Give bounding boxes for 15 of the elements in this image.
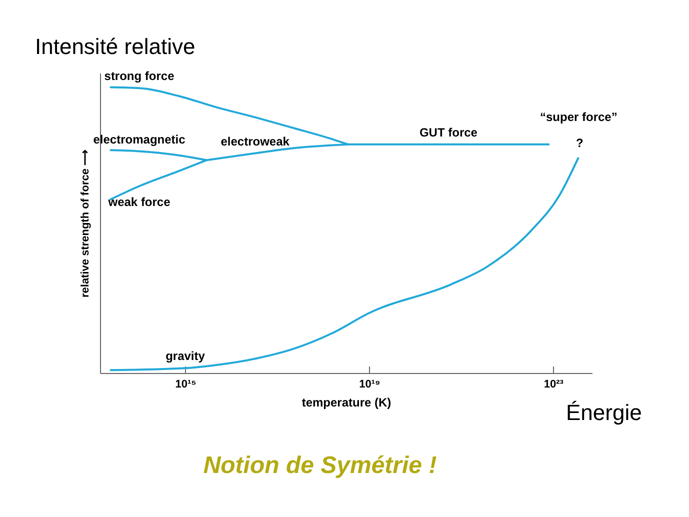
text: Intensité relative	[35, 34, 196, 60]
text: Énergie	[566, 400, 642, 426]
series-label: GUT force	[419, 125, 478, 140]
annotation: ?	[576, 136, 584, 150]
annotation: “super force”	[540, 110, 618, 124]
x-tick-label: 10²³	[544, 378, 564, 390]
x-tick-label: 10¹⁹	[359, 378, 380, 390]
x-axis-title: temperature (K)	[302, 396, 392, 410]
series-label: weak force	[107, 195, 171, 210]
series-label: electroweak	[220, 134, 290, 148]
series-label: strong force	[104, 69, 175, 84]
text: Notion de Symétrie !	[203, 452, 437, 480]
x-tick-label: 10¹⁵	[175, 378, 196, 390]
y-axis-title: relative strength of force ⟶	[80, 149, 92, 298]
series-label: gravity	[166, 349, 206, 364]
